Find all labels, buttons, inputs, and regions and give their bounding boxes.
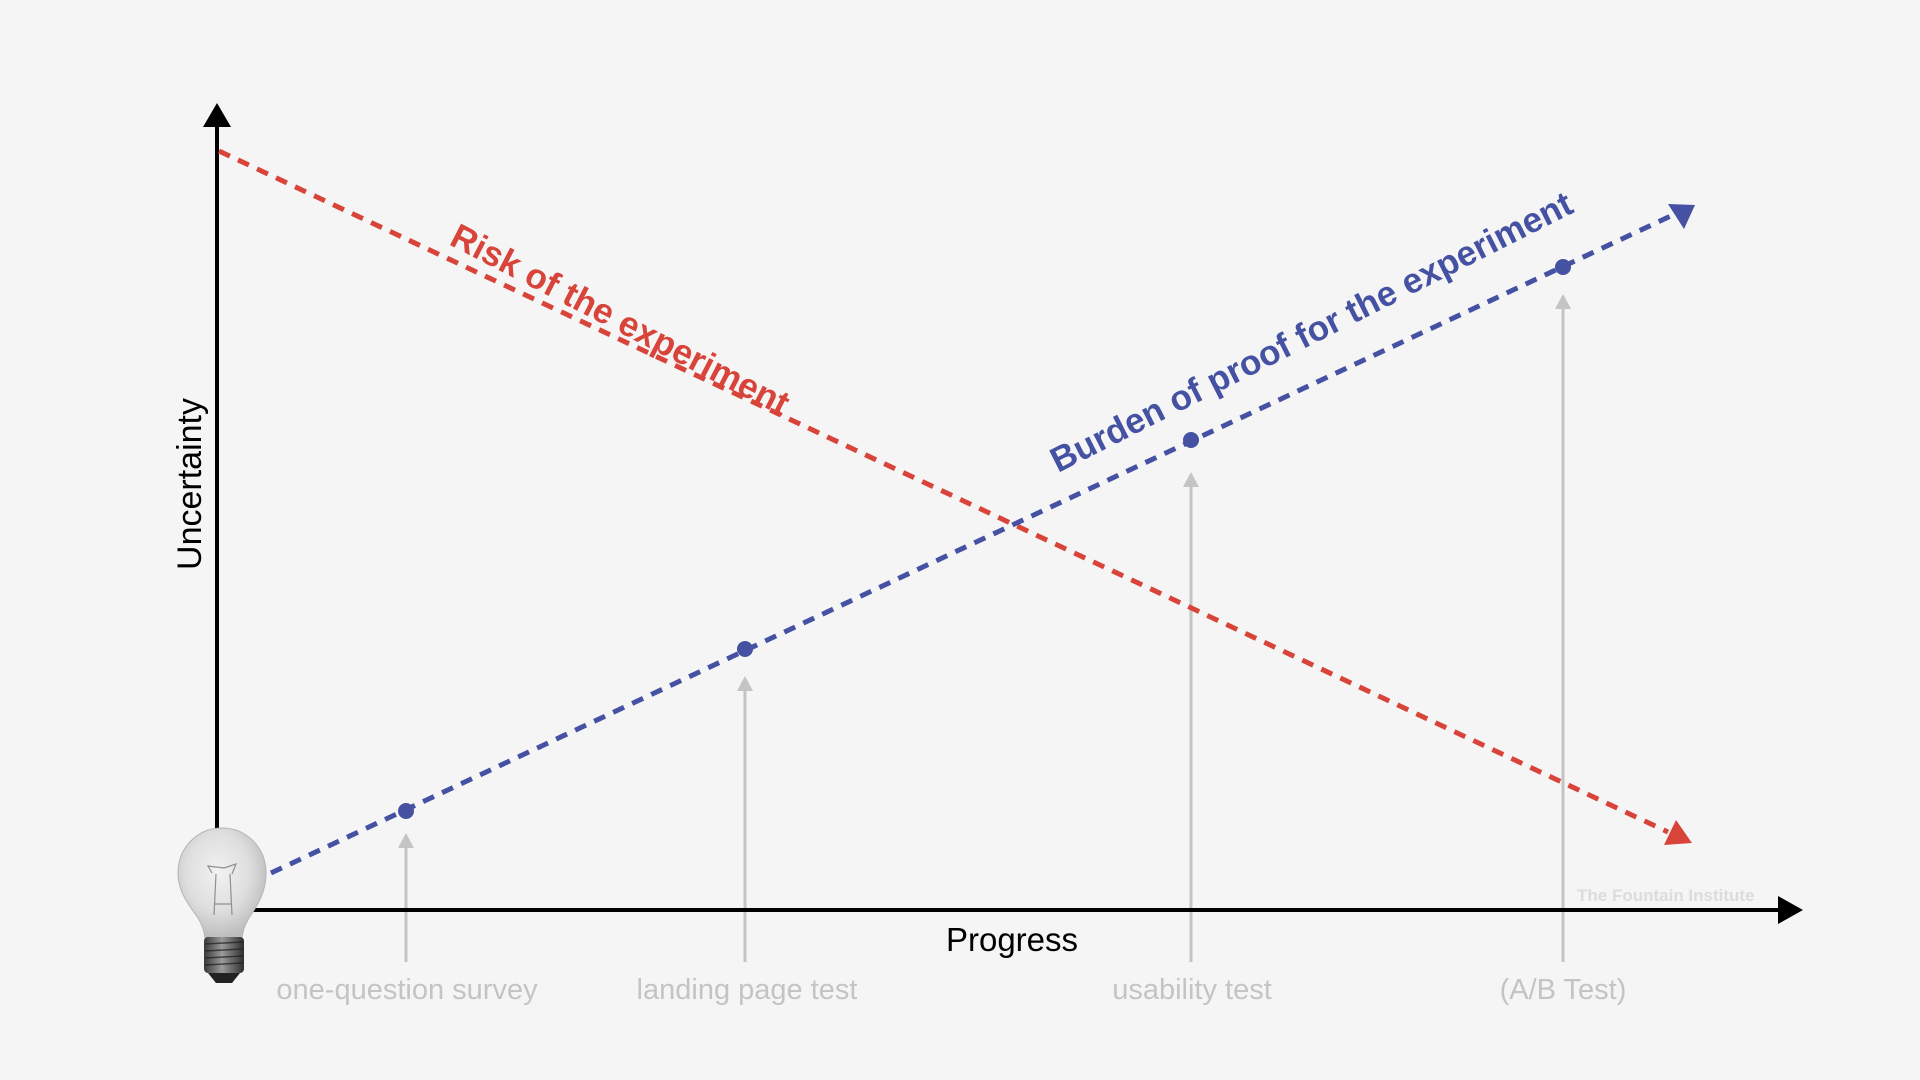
stage-label-one-question-survey: one-question survey xyxy=(276,974,538,1006)
stage-label-ab-test: (A/B Test) xyxy=(1500,974,1627,1006)
x-axis-arrow-icon xyxy=(1778,896,1803,924)
lightbulb-icon xyxy=(177,827,267,983)
x-axis xyxy=(215,896,1803,924)
stage-dot-landing-page-test xyxy=(737,641,753,657)
stage-dot-ab-test xyxy=(1555,259,1571,275)
watermark: The Fountain Institute xyxy=(1577,886,1755,905)
y-axis-arrow-icon xyxy=(203,103,231,127)
stage-label-landing-page-test: landing page test xyxy=(637,974,858,1006)
burden-series: Burden of proof for the experiment xyxy=(269,184,1695,876)
y-axis xyxy=(203,103,231,910)
stage-dot-one-question-survey xyxy=(398,803,414,819)
risk-arrowhead-icon xyxy=(1664,820,1692,845)
x-axis-label: Progress xyxy=(946,921,1078,958)
stage-arrow-usability-test xyxy=(1183,472,1199,962)
stage-arrow-landing-page-test xyxy=(737,676,753,962)
stage-label-usability-test: usability test xyxy=(1112,974,1272,1006)
risk-series-label: Risk of the experiment xyxy=(444,216,796,423)
y-axis-label: Uncertainty xyxy=(171,398,209,570)
burden-arrowhead-icon xyxy=(1668,204,1695,229)
stage-arrow-one-question-survey xyxy=(398,833,414,962)
stage-dot-usability-test xyxy=(1183,432,1199,448)
stage-arrow-ab-test xyxy=(1555,294,1571,962)
stage-arrows xyxy=(398,294,1571,962)
burden-series-label: Burden of proof for the experiment xyxy=(1044,184,1579,480)
